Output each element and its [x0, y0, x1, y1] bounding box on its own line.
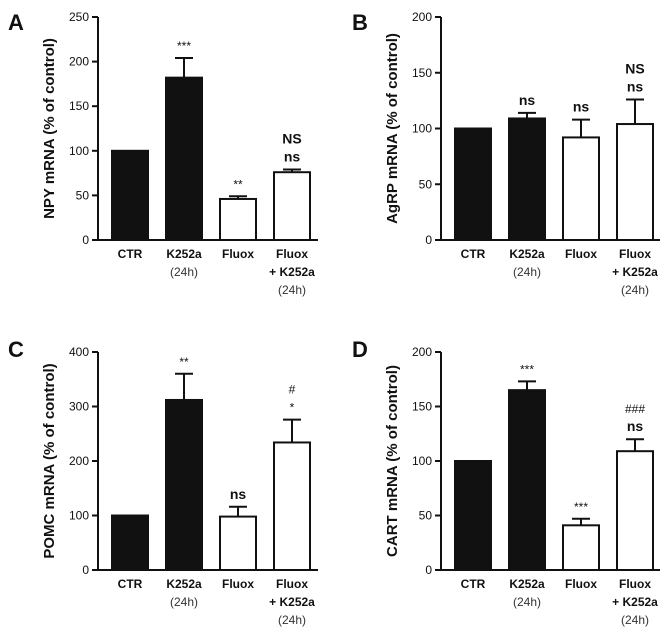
y-tick-label: 400 [69, 345, 89, 359]
significance-label: ns [627, 79, 644, 95]
y-tick-label: 100 [412, 454, 432, 468]
x-category-sublabel: (24h) [621, 613, 649, 627]
x-category-sublabel: (24h) [170, 265, 198, 279]
x-category-label: Fluox [276, 247, 308, 261]
y-tick-label: 150 [412, 400, 432, 414]
y-tick-label: 50 [76, 188, 90, 202]
panel-A: A NPY mRNA (% of control) 0 50 100 150 200 250 C… [8, 10, 318, 297]
x-category-label: Fluox [222, 247, 254, 261]
significance-label: ### [625, 402, 645, 416]
x-category-label: CTR [118, 577, 143, 591]
y-tick-label: 150 [69, 99, 89, 113]
significance-label: NS [282, 131, 301, 147]
panel-letter: A [8, 10, 24, 35]
significance-label: ns [230, 486, 247, 502]
significance-label: *** [574, 500, 588, 514]
significance-label: ns [627, 418, 644, 434]
y-tick-label: 100 [412, 122, 432, 136]
y-axis-title: NPY mRNA (% of control) [41, 38, 58, 219]
x-category-label: K252a [509, 577, 545, 591]
x-category-sublabel: + K252a [612, 595, 658, 609]
y-tick-label: 100 [69, 144, 89, 158]
bar [616, 123, 654, 241]
x-category-sublabel: (24h) [170, 595, 198, 609]
x-category-label: CTR [461, 577, 486, 591]
x-category-sublabel: + K252a [612, 265, 658, 279]
x-category-label: Fluox [276, 577, 308, 591]
panel-letter: D [352, 337, 368, 362]
bar [562, 524, 600, 571]
significance-label: ns [284, 149, 301, 165]
y-tick-label: 0 [82, 233, 89, 247]
y-tick-label: 200 [69, 454, 89, 468]
bar [219, 515, 257, 572]
x-category-label: Fluox [565, 247, 597, 261]
x-category-label: Fluox [565, 577, 597, 591]
bar [508, 117, 546, 241]
significance-label: ** [233, 177, 243, 191]
panel-B: B AgRP mRNA (% of control) 0 50 100 150 200 CTR… [352, 10, 660, 297]
bar [616, 450, 654, 571]
x-category-sublabel: (24h) [513, 595, 541, 609]
panel-letter: C [8, 337, 24, 362]
significance-label: *** [520, 362, 534, 376]
significance-label: # [289, 383, 296, 397]
y-axis-title: AgRP mRNA (% of control) [384, 33, 401, 224]
significance-label: * [290, 401, 295, 415]
x-category-sublabel: (24h) [621, 283, 649, 297]
x-category-label: CTR [461, 247, 486, 261]
x-category-label: K252a [509, 247, 545, 261]
x-category-label: K252a [166, 577, 202, 591]
y-tick-label: 100 [69, 509, 89, 523]
significance-label: ** [179, 355, 189, 369]
y-tick-label: 0 [425, 233, 432, 247]
y-tick-label: 0 [82, 563, 89, 577]
significance-label: NS [625, 61, 644, 77]
bar [111, 149, 149, 241]
panel-D: D CART mRNA (% of control) 0 50 100 150 200 CTR… [352, 337, 660, 627]
x-category-sublabel: + K252a [269, 265, 315, 279]
y-axis-title: CART mRNA (% of control) [384, 365, 401, 557]
significance-label: *** [177, 39, 191, 53]
y-tick-label: 50 [419, 509, 433, 523]
bar [454, 127, 492, 241]
y-tick-label: 200 [412, 10, 432, 24]
x-category-label: CTR [118, 247, 143, 261]
x-category-sublabel: (24h) [278, 613, 306, 627]
bar [219, 197, 257, 242]
significance-label: ns [573, 99, 590, 115]
y-tick-label: 200 [412, 345, 432, 359]
x-category-sublabel: + K252a [269, 595, 315, 609]
bar [111, 514, 149, 571]
panel-C: C POMC mRNA (% of control) 0 100 200 300 400 CT… [8, 337, 318, 627]
x-category-label: Fluox [619, 247, 651, 261]
y-tick-label: 200 [69, 55, 89, 69]
significance-label: ns [519, 92, 536, 108]
bar [562, 136, 600, 241]
x-category-sublabel: (24h) [278, 283, 306, 297]
x-category-label: Fluox [222, 577, 254, 591]
x-category-sublabel: (24h) [513, 265, 541, 279]
bar [165, 76, 203, 241]
y-tick-label: 150 [412, 66, 432, 80]
panel-letter: B [352, 10, 368, 35]
bar [454, 460, 492, 571]
y-tick-label: 300 [69, 400, 89, 414]
y-tick-label: 50 [419, 177, 433, 191]
bar [508, 389, 546, 571]
y-axis-title: POMC mRNA (% of control) [41, 363, 58, 558]
bar [165, 398, 203, 571]
y-tick-label: 0 [425, 563, 432, 577]
bar [273, 441, 311, 571]
x-category-label: Fluox [619, 577, 651, 591]
bar [273, 171, 311, 241]
x-category-label: K252a [166, 247, 202, 261]
y-tick-label: 250 [69, 10, 89, 24]
